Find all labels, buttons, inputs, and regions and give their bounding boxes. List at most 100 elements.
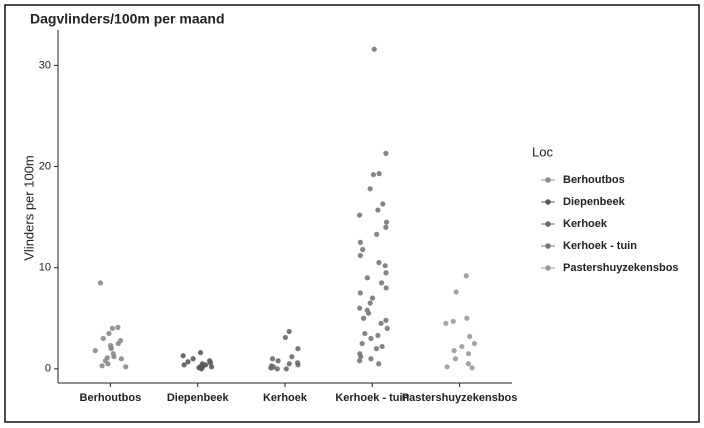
point <box>362 330 368 337</box>
point <box>360 246 366 253</box>
point <box>99 363 105 369</box>
point <box>368 335 374 342</box>
point <box>359 340 365 347</box>
legend-label: Berhoutbos <box>563 174 625 186</box>
point <box>459 343 465 350</box>
point <box>367 300 373 306</box>
point <box>369 295 376 301</box>
point <box>465 361 472 367</box>
legend-key <box>545 243 551 249</box>
point <box>357 305 363 311</box>
point <box>106 330 112 337</box>
point <box>357 290 363 296</box>
point <box>383 150 389 156</box>
point <box>464 315 470 321</box>
point <box>368 356 374 362</box>
point <box>376 260 382 266</box>
point <box>282 334 288 341</box>
point <box>109 325 116 331</box>
point <box>283 366 289 372</box>
point <box>452 356 459 362</box>
point <box>111 354 117 360</box>
x-tick-label: Berhoutbos <box>80 392 142 404</box>
point <box>444 364 450 370</box>
y-axis-label: Vlinders per 100m <box>21 155 36 261</box>
point <box>208 364 215 370</box>
point <box>115 340 121 347</box>
point <box>378 280 385 286</box>
point <box>100 335 106 342</box>
point <box>364 275 370 281</box>
point <box>451 348 457 354</box>
point <box>361 315 367 321</box>
point <box>383 219 390 225</box>
point <box>198 366 205 372</box>
point <box>97 280 104 286</box>
point <box>443 320 449 326</box>
chart-title: Dagvlinders/100m per maand <box>30 11 225 27</box>
point <box>123 364 129 370</box>
y-tick-label: 10 <box>39 262 51 274</box>
legend-label: Kerhoek - tuin <box>563 240 637 252</box>
point <box>383 224 389 230</box>
legend-key <box>545 265 551 271</box>
legend-label: Diepenbeek <box>563 196 626 208</box>
point <box>289 354 295 360</box>
point <box>105 361 111 367</box>
point <box>383 285 389 291</box>
point <box>378 320 384 326</box>
point <box>295 346 301 352</box>
point <box>207 360 214 366</box>
y-tick-label: 20 <box>39 160 51 172</box>
point <box>383 317 389 323</box>
legend-title: Loc <box>532 144 553 159</box>
x-tick-label: Pastershuyzekensbos <box>402 392 518 404</box>
point <box>450 318 456 324</box>
point <box>371 46 377 52</box>
y-tick-label: 0 <box>45 363 51 375</box>
point <box>384 325 390 331</box>
point <box>373 346 380 352</box>
point <box>356 212 363 218</box>
point <box>374 231 380 237</box>
point <box>382 263 388 269</box>
point <box>286 361 292 367</box>
point <box>180 353 186 359</box>
y-tick-label: 30 <box>39 59 51 71</box>
point <box>465 351 472 357</box>
point <box>357 252 363 259</box>
legend-key <box>545 221 551 227</box>
point <box>358 354 364 360</box>
point <box>375 207 381 213</box>
point <box>453 289 459 295</box>
point <box>375 332 381 339</box>
point <box>286 328 292 335</box>
point <box>268 365 274 371</box>
point <box>357 239 363 246</box>
point <box>115 324 121 330</box>
point <box>365 310 372 316</box>
point <box>185 359 191 365</box>
point <box>356 358 363 364</box>
point <box>379 343 385 350</box>
point <box>367 186 373 192</box>
point <box>190 356 196 362</box>
point <box>274 366 280 372</box>
legend-label: Pastershuyzekensbos <box>563 262 679 274</box>
point <box>376 171 382 177</box>
point <box>275 358 281 364</box>
x-tick-label: Diepenbeek <box>167 392 230 404</box>
point <box>370 172 377 178</box>
x-tick-label: Kerhoek <box>263 392 308 404</box>
legend-key <box>545 177 551 183</box>
point <box>471 340 478 347</box>
legend-key <box>545 199 551 205</box>
point <box>197 350 204 356</box>
point <box>181 362 187 368</box>
point <box>380 201 386 207</box>
point <box>383 270 389 276</box>
point <box>376 361 382 367</box>
point <box>92 348 98 354</box>
point <box>463 273 469 279</box>
